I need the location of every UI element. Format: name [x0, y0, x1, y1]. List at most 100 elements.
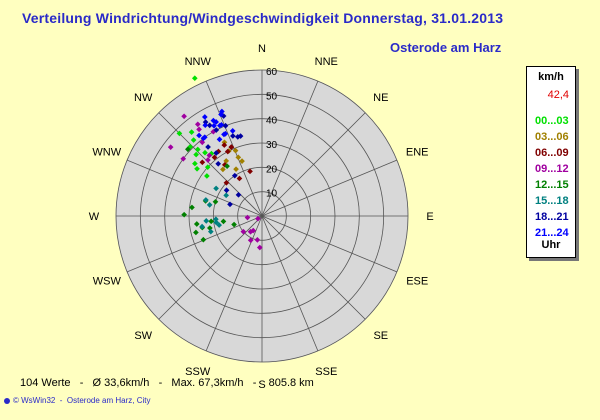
- direction-labels: N NNE NE ENE E ESE SE SSE S SSW SW WSW W WNW NW NNW: [89, 43, 434, 391]
- data-point-s1-6: [239, 158, 245, 164]
- grid-spoke-wsw: [126, 215, 263, 273]
- legend-item-7: 21...24: [535, 227, 569, 239]
- copyright-icon: [4, 397, 10, 404]
- data-point-s7-4: [229, 128, 236, 134]
- data-point-s5-4: [213, 216, 219, 223]
- data-point-s5-0: [199, 223, 205, 230]
- data-point-s5-1: [203, 218, 210, 224]
- data-point-s6-6: [205, 144, 211, 150]
- data-point-s2-4: [211, 154, 218, 161]
- data-point-s6-10: [227, 201, 233, 208]
- grid-spoke-sse: [261, 215, 319, 352]
- direction-label-sse: SSE: [315, 366, 337, 378]
- data-point-s7-7: [216, 136, 223, 143]
- direction-label-ne: NE: [373, 92, 388, 104]
- data-point-s0-11: [188, 129, 195, 135]
- direction-label-sw: SW: [134, 330, 152, 342]
- direction-label-nne: NNE: [315, 56, 338, 68]
- data-point-s4-13: [224, 163, 230, 169]
- data-point-s5-6: [206, 202, 213, 208]
- data-point-s4-2: [189, 204, 195, 211]
- direction-label-wsw: WSW: [93, 275, 122, 287]
- data-point-s4-1: [181, 211, 187, 218]
- data-point-s2-10: [223, 179, 230, 186]
- data-point-s0-7: [202, 149, 208, 156]
- data-point-s3-3: [167, 144, 174, 151]
- data-point-s0-4: [193, 151, 199, 158]
- direction-label-e: E: [426, 211, 433, 223]
- data-point-s5-3: [213, 219, 220, 226]
- data-point-s3-10: [240, 228, 247, 235]
- radial-tick-labels: 10 20 30 40 50 60: [266, 67, 278, 200]
- direction-label-ese: ESE: [406, 275, 428, 287]
- data-point-s0-2: [192, 160, 198, 167]
- data-point-s0-9: [194, 146, 201, 153]
- data-point-s3-4: [180, 155, 187, 162]
- data-point-s2-0: [224, 148, 231, 155]
- data-point-s2-5: [199, 159, 206, 166]
- data-point-s6-0: [213, 127, 220, 133]
- data-point-s5-7: [207, 228, 214, 235]
- data-point-s4-7: [193, 229, 199, 236]
- data-point-s3-7: [206, 152, 213, 159]
- chart-title: Verteilung Windrichtung/Windgeschwindigk…: [22, 10, 504, 26]
- data-point-s3-13: [250, 227, 257, 234]
- grid-spoke-nw: [158, 112, 263, 217]
- data-point-s4-11: [212, 198, 219, 205]
- data-point-s0-10: [190, 137, 197, 143]
- data-point-s6-11: [223, 187, 230, 194]
- data-point-s6-8: [213, 150, 220, 156]
- grid-spoke-nne: [261, 80, 319, 217]
- legend-max-value: 42,4: [547, 89, 569, 101]
- data-point-s1-4: [220, 166, 226, 173]
- direction-label-se: SE: [373, 330, 388, 342]
- data-point-s2-7: [228, 144, 235, 150]
- data-point-s1-0: [232, 147, 239, 154]
- legend-unit: km/h: [538, 71, 564, 83]
- data-point-s7-0: [201, 114, 208, 120]
- data-point-s0-0: [191, 75, 198, 82]
- direction-label-wnw: WNW: [92, 147, 121, 159]
- data-point-s7-11: [202, 122, 209, 129]
- data-point-s3-16: [244, 214, 251, 221]
- data-point-s3-15: [256, 244, 263, 251]
- station-location: Osterode am Harz: [390, 40, 502, 55]
- data-point-s4-10: [231, 221, 237, 228]
- data-point-s5-8: [213, 185, 219, 192]
- data-point-s5-5: [203, 197, 209, 203]
- data-point-s3-2: [181, 113, 187, 120]
- legend-item-6: 18...21: [535, 211, 569, 223]
- legend-item-0: 00...03: [535, 115, 569, 127]
- direction-label-s: S: [258, 379, 265, 391]
- grid-spoke-ne: [261, 112, 366, 217]
- data-point-s0-6: [176, 130, 183, 137]
- summary-stats: 104 Werte - Ø 33,6km/h - Max. 67,3km/h -…: [20, 377, 314, 389]
- direction-label-ssw: SSW: [185, 366, 211, 378]
- data-point-s7-15: [222, 130, 229, 137]
- direction-label-nnw: NNW: [185, 56, 212, 68]
- data-point-s3-6: [199, 139, 206, 146]
- data-point-s2-3: [221, 142, 228, 148]
- radial-tick-60: 60: [266, 67, 278, 78]
- data-point-s6-12: [231, 172, 238, 179]
- data-point-s4-9: [220, 218, 227, 225]
- data-point-s7-13: [196, 132, 202, 139]
- data-point-s6-14: [222, 122, 229, 129]
- data-point-s7-6: [217, 122, 223, 129]
- data-point-s4-0: [185, 146, 191, 153]
- data-point-s4-8: [208, 218, 215, 225]
- legend: km/h 42,4 00...03 03...06 06...09 09...12 12…: [526, 66, 576, 258]
- data-point-s2-8: [247, 168, 253, 175]
- direction-label-w: W: [89, 211, 100, 223]
- data-point-s6-4: [230, 133, 236, 139]
- legend-item-5: 15...18: [535, 195, 569, 207]
- polar-grid: [115, 69, 409, 363]
- data-point-s7-5: [201, 134, 208, 141]
- data-point-s6-7: [235, 192, 242, 198]
- data-point-s6-1: [206, 122, 213, 129]
- grid-spoke-nnw: [205, 80, 263, 217]
- radial-tick-50: 50: [266, 91, 278, 102]
- legend-item-1: 03...06: [535, 131, 569, 143]
- data-point-s3-1: [194, 121, 201, 128]
